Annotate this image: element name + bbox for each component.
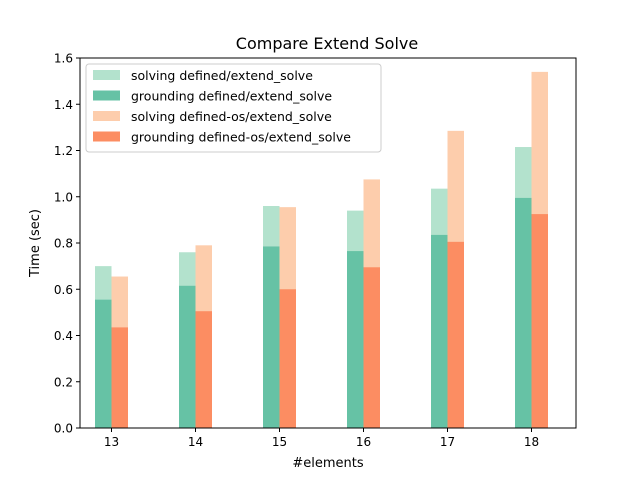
x-tick-label: 13 [104,435,119,449]
legend-swatch [93,111,120,121]
bars-layer [95,71,548,428]
legend-swatch [93,70,120,80]
bar-grounding-defined-extend-solve-17 [431,234,448,428]
legend-swatch [93,90,120,101]
y-tick-label: 0.6 [54,283,73,297]
legend-box [85,63,382,153]
y-tick-label: 0.8 [54,237,73,251]
x-tick-label: 16 [356,435,371,449]
bar-grounding-defined-extend-solve-13 [95,299,112,428]
legend-swatch [93,131,120,142]
y-axis-label: Time (sec) [28,209,43,278]
bar-grounding-defined-extend-solve-14 [179,285,196,428]
bar-grounding-defined-os-extend-solve-18 [531,214,548,428]
bar-grounding-defined-extend-solve-18 [515,197,532,428]
y-tick-label: 1.2 [54,144,73,158]
y-tick-label: 1.0 [54,190,73,204]
bar-grounding-defined-os-extend-solve-13 [111,327,128,428]
legend-label: grounding defined/extend_solve [131,89,332,104]
bar-grounding-defined-extend-solve-16 [347,251,364,428]
y-tick-label: 0.0 [54,422,73,436]
bar-grounding-defined-extend-solve-15 [263,246,280,428]
y-axis: 0.0 0.2 0.4 0.6 0.8 1.0 1.2 1.4 1.6 [54,52,80,436]
plot-frame [79,57,577,429]
x-tick-label: 18 [524,435,539,449]
x-axis-label: #elements [292,456,363,471]
bar-grounding-defined-os-extend-solve-16 [363,267,380,428]
y-tick-label: 1.4 [54,98,73,112]
legend: solving defined/extend_solve grounding de… [85,63,382,153]
legend-label: solving defined/extend_solve [131,68,313,83]
x-tick-label: 17 [440,435,455,449]
bar-grounding-defined-os-extend-solve-14 [195,311,212,428]
y-tick-label: 0.4 [54,329,73,343]
bar-grounding-defined-os-extend-solve-15 [279,289,296,428]
x-tick-label: 14 [188,435,203,449]
y-tick-label: 0.2 [54,375,73,389]
legend-label: grounding defined-os/extend_solve [131,130,351,145]
x-tick-label: 15 [272,435,287,449]
legend-label: solving defined-os/extend_solve [131,109,332,124]
y-tick-label: 1.6 [54,52,73,66]
x-axis: 13 14 15 16 17 18 [104,428,539,449]
chart-title: Compare Extend Solve [236,34,418,53]
bar-grounding-defined-os-extend-solve-17 [447,241,464,428]
